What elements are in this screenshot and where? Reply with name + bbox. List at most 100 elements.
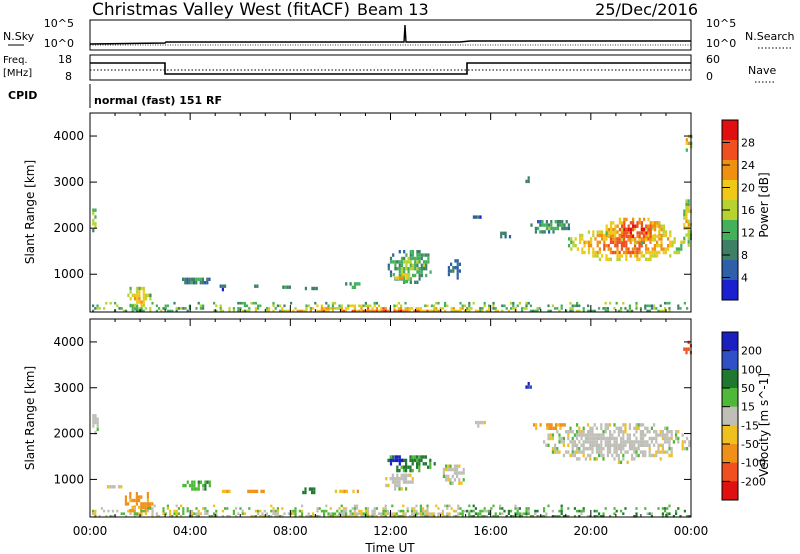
heatmap-cell <box>656 224 659 228</box>
heatmap-cell <box>589 436 592 441</box>
heatmap-cell <box>637 453 640 458</box>
heatmap-cell <box>140 512 143 515</box>
heatmap-cell <box>323 512 326 515</box>
heatmap-cell <box>614 227 617 231</box>
heatmap-cell <box>562 443 565 447</box>
heatmap-cell <box>656 240 659 244</box>
heatmap-cell <box>500 231 503 235</box>
heatmap-cell <box>628 304 631 308</box>
heatmap-cell <box>501 512 504 515</box>
heatmap-cell <box>232 309 235 313</box>
heatmap-cell <box>642 436 645 441</box>
heatmap-cell <box>666 450 669 454</box>
heatmap-cell <box>351 309 354 313</box>
heatmap-cell <box>653 250 656 255</box>
heatmap-cell <box>536 309 539 313</box>
heatmap-cell <box>583 244 586 248</box>
heatmap-cell <box>400 260 404 264</box>
heatmap-cell <box>683 509 686 513</box>
heatmap-cell <box>246 309 249 313</box>
heatmap-cell <box>413 507 416 510</box>
heatmap-cell <box>598 307 601 310</box>
heatmap-cell <box>127 509 130 513</box>
heatmap-cell <box>677 430 680 434</box>
heatmap-cell <box>578 430 581 434</box>
heatmap-cell <box>514 307 517 310</box>
heatmap-cell <box>400 263 404 267</box>
heatmap-cell <box>538 307 541 310</box>
heatmap-cell <box>409 468 412 473</box>
heatmap-cell <box>668 447 671 451</box>
heatmap-cell <box>325 504 328 508</box>
heatmap-cell <box>483 515 486 518</box>
heatmap-cell <box>589 309 592 313</box>
heatmap-cell <box>371 307 374 310</box>
heatmap-cell <box>415 509 418 513</box>
heatmap-cell <box>430 515 433 518</box>
heatmap-cell <box>609 450 612 454</box>
heatmap-cell <box>382 309 385 313</box>
freq-trace <box>90 62 691 75</box>
heatmap-cell <box>338 307 341 310</box>
heatmap-cell <box>166 304 169 308</box>
heatmap-cell <box>445 478 448 482</box>
heatmap-cell <box>398 480 401 484</box>
noise-right-label: N.Search <box>745 30 795 43</box>
heatmap-cell <box>96 417 99 421</box>
heatmap-cell <box>609 515 612 518</box>
heatmap-cell <box>458 478 461 482</box>
heatmap-cell <box>534 509 537 513</box>
heatmap-cell <box>345 515 348 518</box>
heatmap-cell <box>349 282 352 286</box>
heatmap-cell <box>287 309 290 313</box>
heatmap-cell <box>659 430 662 434</box>
heatmap-cell <box>558 450 561 454</box>
heatmap-cell <box>518 512 521 515</box>
heatmap-cell <box>613 436 616 441</box>
heatmap-cell <box>461 509 464 513</box>
heatmap-cell <box>140 495 143 499</box>
heatmap-cell <box>177 512 180 515</box>
heatmap-cell <box>656 250 659 255</box>
heatmap-cell <box>620 460 623 464</box>
heatmap-cell <box>451 474 454 479</box>
heatmap-cell <box>592 247 595 251</box>
heatmap-cell <box>466 509 469 513</box>
heatmap-cell <box>554 515 557 518</box>
heatmap-cell <box>253 489 256 494</box>
heatmap-cell <box>556 307 559 310</box>
heatmap-cell <box>640 224 643 228</box>
heatmap-cell <box>397 309 400 313</box>
heatmap-cell <box>620 440 623 444</box>
heatmap-cell <box>591 430 594 434</box>
heatmap-cell <box>634 241 637 245</box>
heatmap-cell <box>206 480 209 484</box>
heatmap-cell <box>571 309 574 313</box>
heatmap-cell <box>622 440 625 444</box>
heatmap-cell <box>474 512 477 515</box>
heatmap-cell <box>563 226 566 231</box>
heatmap-cell <box>447 464 450 468</box>
heatmap-cell <box>407 260 410 264</box>
heatmap-cell <box>131 307 134 310</box>
heatmap-cell <box>614 240 617 244</box>
heatmap-cell <box>458 464 461 468</box>
heatmap-cell <box>535 426 538 430</box>
heatmap-cell <box>583 240 586 244</box>
heatmap-cell <box>664 436 667 441</box>
heatmap-cell <box>662 250 665 255</box>
heatmap-cell <box>422 263 426 267</box>
heatmap-cell <box>303 309 306 313</box>
noise-panel: N.Sky 10^5 10^0 10^5 10^0 N.Search <box>3 17 795 51</box>
heatmap-cell <box>451 481 454 485</box>
heatmap-cell <box>232 307 235 310</box>
freq-panel: Freq. [MHz] 18 8 60 0 Nave <box>3 53 776 83</box>
heatmap-cell <box>409 473 412 477</box>
heatmap-cell <box>625 217 628 222</box>
heatmap-cell <box>601 233 604 238</box>
heatmap-cell <box>405 458 408 463</box>
heatmap-cell <box>329 507 332 510</box>
heatmap-cell <box>483 420 486 425</box>
heatmap-cell <box>514 512 517 515</box>
heatmap-cell <box>661 443 664 447</box>
